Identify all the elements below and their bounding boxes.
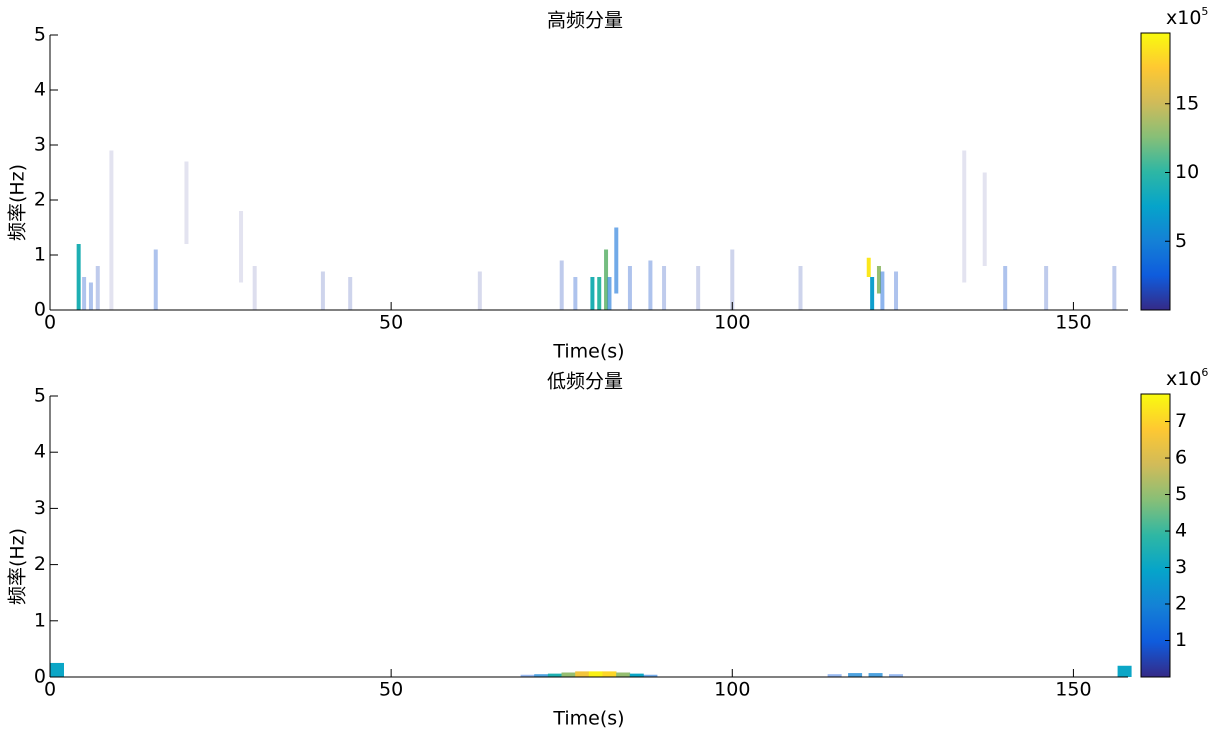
colorbar-tick-label: 4	[1175, 520, 1187, 542]
y-tick-label: 1	[34, 609, 46, 631]
spectrogram-cell	[604, 249, 609, 310]
spectrogram-cell	[696, 266, 701, 310]
colorbar-tick-label: 10	[1175, 161, 1199, 183]
colorbar-tick-label: 15	[1175, 92, 1199, 114]
x-tick-label: 150	[1055, 679, 1091, 701]
spectrogram-cell	[348, 277, 353, 310]
y-tick-label: 0	[34, 666, 46, 688]
spectrogram-cell	[76, 244, 81, 310]
spectrogram-cell	[575, 671, 590, 677]
spectrogram-cell	[547, 673, 562, 677]
spectrogram-cell	[320, 271, 325, 310]
spectrogram-cell	[534, 674, 549, 677]
colorbar-tick-label: 7	[1175, 410, 1187, 432]
spectrogram-cell	[50, 662, 64, 677]
spectrogram-cell	[607, 277, 612, 310]
x-tick-label: 100	[714, 679, 750, 701]
colorbar-tick-label: 5	[1175, 230, 1187, 252]
colorbar-scale-exponent: 6	[1201, 366, 1208, 379]
spectrogram-cell	[153, 249, 158, 310]
y-tick-label: 5	[34, 24, 46, 46]
spectrogram-cell	[252, 266, 257, 310]
x-tick-label: 0	[44, 679, 56, 701]
spectrogram-cell	[868, 673, 883, 677]
y-tick-label: 4	[34, 441, 46, 463]
spectrogram-cell	[798, 266, 803, 310]
spectrogram-cell	[1112, 266, 1117, 310]
spectrogram-cell	[477, 271, 482, 310]
spectrogram-cell	[866, 257, 871, 277]
spectrogram-cell	[627, 266, 632, 310]
spectrogram-cell	[588, 671, 603, 677]
colorbar-scale: x105	[1166, 5, 1208, 29]
y-axis-label: 频率(Hz)	[7, 164, 29, 241]
colorbar-tick-label: 1	[1175, 629, 1187, 651]
x-tick-label: 50	[379, 312, 403, 334]
colorbar-tick-label: 5	[1175, 483, 1187, 505]
spectrogram-cell	[962, 150, 967, 283]
colorbar-scale: x106	[1166, 366, 1208, 390]
spectrogram-cell	[982, 172, 987, 266]
spectrogram-cell	[520, 674, 535, 677]
spectrogram-cell	[889, 674, 904, 677]
spectrogram-cell	[602, 671, 617, 677]
spectrogram-cell	[1003, 266, 1008, 310]
chart-title: 高频分量	[547, 10, 623, 32]
chart-title: 低频分量	[547, 371, 623, 393]
x-axis-label: Time(s)	[552, 708, 624, 730]
spectrogram-cell	[614, 227, 619, 294]
colorbar	[1140, 32, 1171, 311]
spectrogram-cell	[662, 266, 667, 310]
spectrogram-cell	[1044, 266, 1049, 310]
x-axis-label: Time(s)	[552, 341, 624, 363]
spectrogram-cell	[559, 260, 564, 310]
spectrogram-cell	[876, 266, 881, 294]
spectrogram-panel: 0 50 100 150 0 1 2 3 4 5 高频分量 Time(s) 频率(Hz) 5 10 15 x10…	[7, 5, 1209, 363]
colorbar-tick-label: 6	[1175, 447, 1187, 469]
y-tick-label: 1	[34, 244, 46, 266]
colorbar-tick-label: 2	[1175, 593, 1187, 615]
y-tick-label: 3	[34, 134, 46, 156]
x-tick-label: 100	[714, 312, 750, 334]
spectrogram-cell	[827, 674, 842, 677]
spectrogram-cell	[870, 277, 875, 310]
spectrogram-cell	[597, 277, 602, 310]
x-tick-label: 0	[44, 312, 56, 334]
spectrogram-cell	[239, 211, 244, 283]
colorbar-scale-exponent: 5	[1201, 5, 1208, 18]
y-tick-label: 0	[34, 299, 46, 321]
spectrogram-panel: 0 50 100 150012345低频分量Time(s)频率(Hz)1234567x…	[7, 366, 1209, 730]
spectrogram-cell	[629, 673, 644, 677]
spectrogram-cell	[730, 249, 735, 310]
spectrogram-cell	[561, 672, 576, 677]
x-tick-label: 150	[1055, 312, 1091, 334]
y-tick-label: 5	[34, 385, 46, 407]
colorbar	[1140, 393, 1171, 678]
y-tick-label: 3	[34, 497, 46, 519]
spectrogram-cell	[616, 672, 631, 677]
spectrogram-cell	[880, 271, 885, 310]
y-axis-label: 频率(Hz)	[7, 528, 29, 605]
colorbar-scale-base: x10	[1166, 368, 1201, 390]
colorbar-tick-label: 3	[1175, 556, 1187, 578]
spectrogram-cell	[1117, 665, 1132, 677]
spectrogram-cell	[184, 161, 189, 244]
spectrogram-cell	[82, 277, 87, 310]
y-tick-label: 2	[34, 189, 46, 211]
spectrogram-cell	[109, 150, 114, 310]
spectrogram-cell	[648, 260, 653, 310]
spectrogram-cell	[95, 266, 100, 310]
x-tick-label: 50	[379, 679, 403, 701]
spectrogram-cell	[894, 271, 899, 310]
y-tick-label: 4	[34, 79, 46, 101]
spectrogram-cell	[643, 674, 658, 677]
y-tick-label: 2	[34, 553, 46, 575]
spectrogram-cell	[573, 277, 578, 310]
spectrogram-cell	[848, 673, 863, 677]
spectrogram-cell	[590, 277, 595, 310]
spectrogram-cell	[88, 282, 93, 310]
colorbar-scale-base: x10	[1166, 7, 1201, 29]
